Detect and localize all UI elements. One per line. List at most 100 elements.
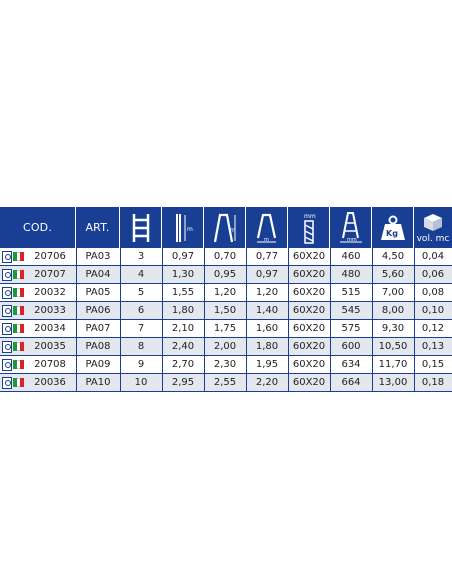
table-row: 20035 PA08 8 2,40 2,00 1,80 60X20 600 10,50 0,13	[0, 338, 452, 356]
vol-cell: 0,15	[421, 359, 445, 370]
h1-cell: 1,30	[171, 269, 195, 280]
h3-cell: 1,20	[255, 287, 279, 298]
depth-cell: 600	[341, 341, 361, 352]
depth-cell: 664	[341, 377, 361, 388]
profile-cell: 60X20	[292, 251, 326, 262]
table-row: 20033 PA06 6 1,80 1,50 1,40 60X20 545 8,00 0,10	[0, 302, 452, 320]
h3-cell: 0,97	[255, 269, 279, 280]
vol-cell: 0,04	[421, 251, 445, 262]
table-body: 20706 PA03 3 0,97 0,70 0,77 60X20 460 4,50 0,04 20…	[0, 248, 452, 392]
h1-cell: 2,40	[171, 341, 195, 352]
cod-cell: 20036	[34, 377, 66, 388]
depth-cell: 460	[341, 251, 361, 262]
steps-cell: 7	[137, 323, 145, 334]
h2-cell: 2,00	[213, 341, 237, 352]
volume-icon	[424, 213, 442, 231]
cod-header: COD.	[0, 207, 76, 248]
cod-cell: 20707	[34, 269, 66, 280]
h3-cell: 1,40	[255, 305, 279, 316]
profile-section-icon: mm	[288, 207, 330, 248]
svg-text:mm: mm	[304, 213, 316, 220]
art-header: ART.	[76, 207, 120, 248]
svg-text:mm: mm	[347, 237, 357, 243]
certification-flag-icon	[2, 341, 25, 353]
h2-cell: 1,75	[213, 323, 237, 334]
art-cell: PA05	[85, 287, 111, 298]
table-row: 20034 PA07 7 2,10 1,75 1,60 60X20 575 9,30 0,12	[0, 320, 452, 338]
certification-flag-icon	[2, 305, 25, 317]
art-cell: PA08	[85, 341, 111, 352]
h3-cell: 1,60	[255, 323, 279, 334]
cod-cell: 20034	[34, 323, 66, 334]
h1-cell: 2,10	[171, 323, 195, 334]
h2-cell: 1,20	[213, 287, 237, 298]
cod-cell: 20708	[34, 359, 66, 370]
h2-cell: 1,50	[213, 305, 237, 316]
open-height-icon: m	[204, 207, 246, 248]
certification-flag-icon	[2, 287, 25, 299]
steps-cell: 5	[137, 287, 145, 298]
steps-cell: 4	[137, 269, 145, 280]
certification-flag-icon	[2, 377, 25, 389]
weight-cell: 13,00	[378, 377, 408, 388]
h2-cell: 2,30	[213, 359, 237, 370]
depth-cell: 545	[341, 305, 361, 316]
weight-icon: Kg	[372, 207, 414, 248]
svg-text:m: m	[187, 226, 193, 233]
cod-cell: 20706	[34, 251, 66, 262]
table-row: 20036 PA10 10 2,95 2,55 2,20 60X20 664 13,00 0,18	[0, 374, 452, 392]
h1-cell: 1,80	[171, 305, 195, 316]
vol-cell: 0,06	[421, 269, 445, 280]
table-row: 20707 PA04 4 1,30 0,95 0,97 60X20 480 5,60 0,06	[0, 266, 452, 284]
weight-cell: 9,30	[381, 323, 405, 334]
table-header: COD. ART. m m	[0, 207, 452, 248]
steps-cell: 8	[137, 341, 145, 352]
h2-cell: 0,70	[213, 251, 237, 262]
h3-cell: 1,95	[255, 359, 279, 370]
h1-cell: 0,97	[171, 251, 195, 262]
h1-cell: 2,70	[171, 359, 195, 370]
profile-cell: 60X20	[292, 287, 326, 298]
depth-cell: 515	[341, 287, 361, 298]
h3-cell: 0,77	[255, 251, 279, 262]
h2-cell: 0,95	[213, 269, 237, 280]
weight-cell: 4,50	[381, 251, 405, 262]
cod-cell: 20033	[34, 305, 66, 316]
vol-cell: 0,10	[421, 305, 445, 316]
certification-flag-icon	[2, 359, 25, 371]
vol-cell: 0,12	[421, 323, 445, 334]
profile-cell: 60X20	[292, 323, 326, 334]
weight-unit-label: Kg	[386, 229, 398, 238]
depth-cell: 634	[341, 359, 361, 370]
steps-cell: 3	[137, 251, 145, 262]
svg-text:m: m	[230, 227, 236, 234]
profile-cell: 60X20	[292, 269, 326, 280]
profile-cell: 60X20	[292, 305, 326, 316]
art-cell: PA04	[85, 269, 111, 280]
steps-icon	[120, 207, 162, 248]
table-row: 20032 PA05 5 1,55 1,20 1,20 60X20 515 7,00 0,08	[0, 284, 452, 302]
art-cell: PA10	[85, 377, 111, 388]
weight-cell: 10,50	[378, 341, 408, 352]
h3-cell: 2,20	[255, 377, 279, 388]
steps-cell: 9	[137, 359, 145, 370]
weight-cell: 7,00	[381, 287, 405, 298]
vol-cell: 0,18	[421, 377, 445, 388]
steps-cell: 10	[134, 377, 148, 388]
table-row: 20706 PA03 3 0,97 0,70 0,77 60X20 460 4,50 0,04	[0, 248, 452, 266]
art-cell: PA09	[85, 359, 111, 370]
profile-cell: 60X20	[292, 377, 326, 388]
art-cell: PA07	[85, 323, 111, 334]
h2-cell: 2,55	[213, 377, 237, 388]
volume-header: vol. mc	[414, 207, 452, 248]
weight-cell: 8,00	[381, 305, 405, 316]
h3-cell: 1,80	[255, 341, 279, 352]
h1-cell: 2,95	[171, 377, 195, 388]
vol-cell: 0,13	[421, 341, 445, 352]
art-cell: PA03	[85, 251, 111, 262]
cod-cell: 20032	[34, 287, 66, 298]
svg-text:m: m	[264, 237, 269, 243]
steps-cell: 6	[137, 305, 145, 316]
cod-cell: 20035	[34, 341, 66, 352]
certification-flag-icon	[2, 323, 25, 335]
